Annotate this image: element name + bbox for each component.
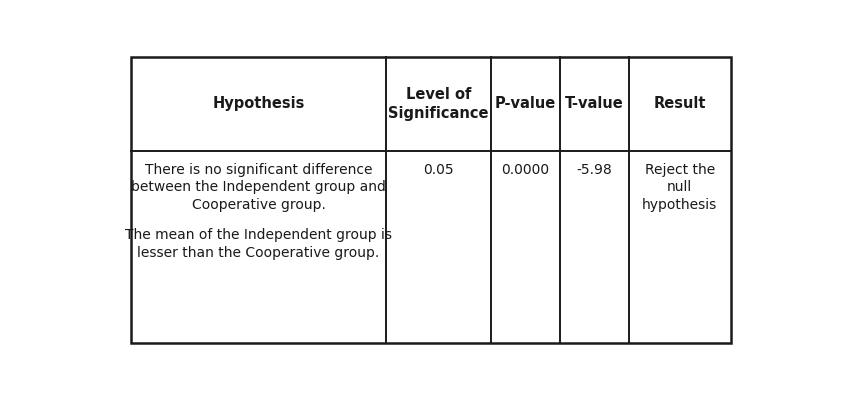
Text: -5.98: -5.98 [577,162,612,177]
Text: 0.0000: 0.0000 [501,162,549,177]
Text: lesser than the Cooperative group.: lesser than the Cooperative group. [137,246,380,260]
Text: Level of: Level of [406,87,471,102]
Text: T-value: T-value [565,97,624,111]
Text: There is no significant difference: There is no significant difference [145,162,373,177]
Text: Cooperative group.: Cooperative group. [192,198,325,212]
Text: null: null [667,180,692,194]
Text: The mean of the Independent group is: The mean of the Independent group is [125,228,392,242]
Text: Result: Result [653,97,706,111]
Text: 0.05: 0.05 [423,162,454,177]
Text: P-value: P-value [495,97,556,111]
Text: Reject the: Reject the [645,162,715,177]
Text: Hypothesis: Hypothesis [213,97,304,111]
Text: Significance: Significance [389,106,489,121]
Text: between the Independent group and: between the Independent group and [131,180,386,194]
Text: hypothesis: hypothesis [643,198,717,212]
